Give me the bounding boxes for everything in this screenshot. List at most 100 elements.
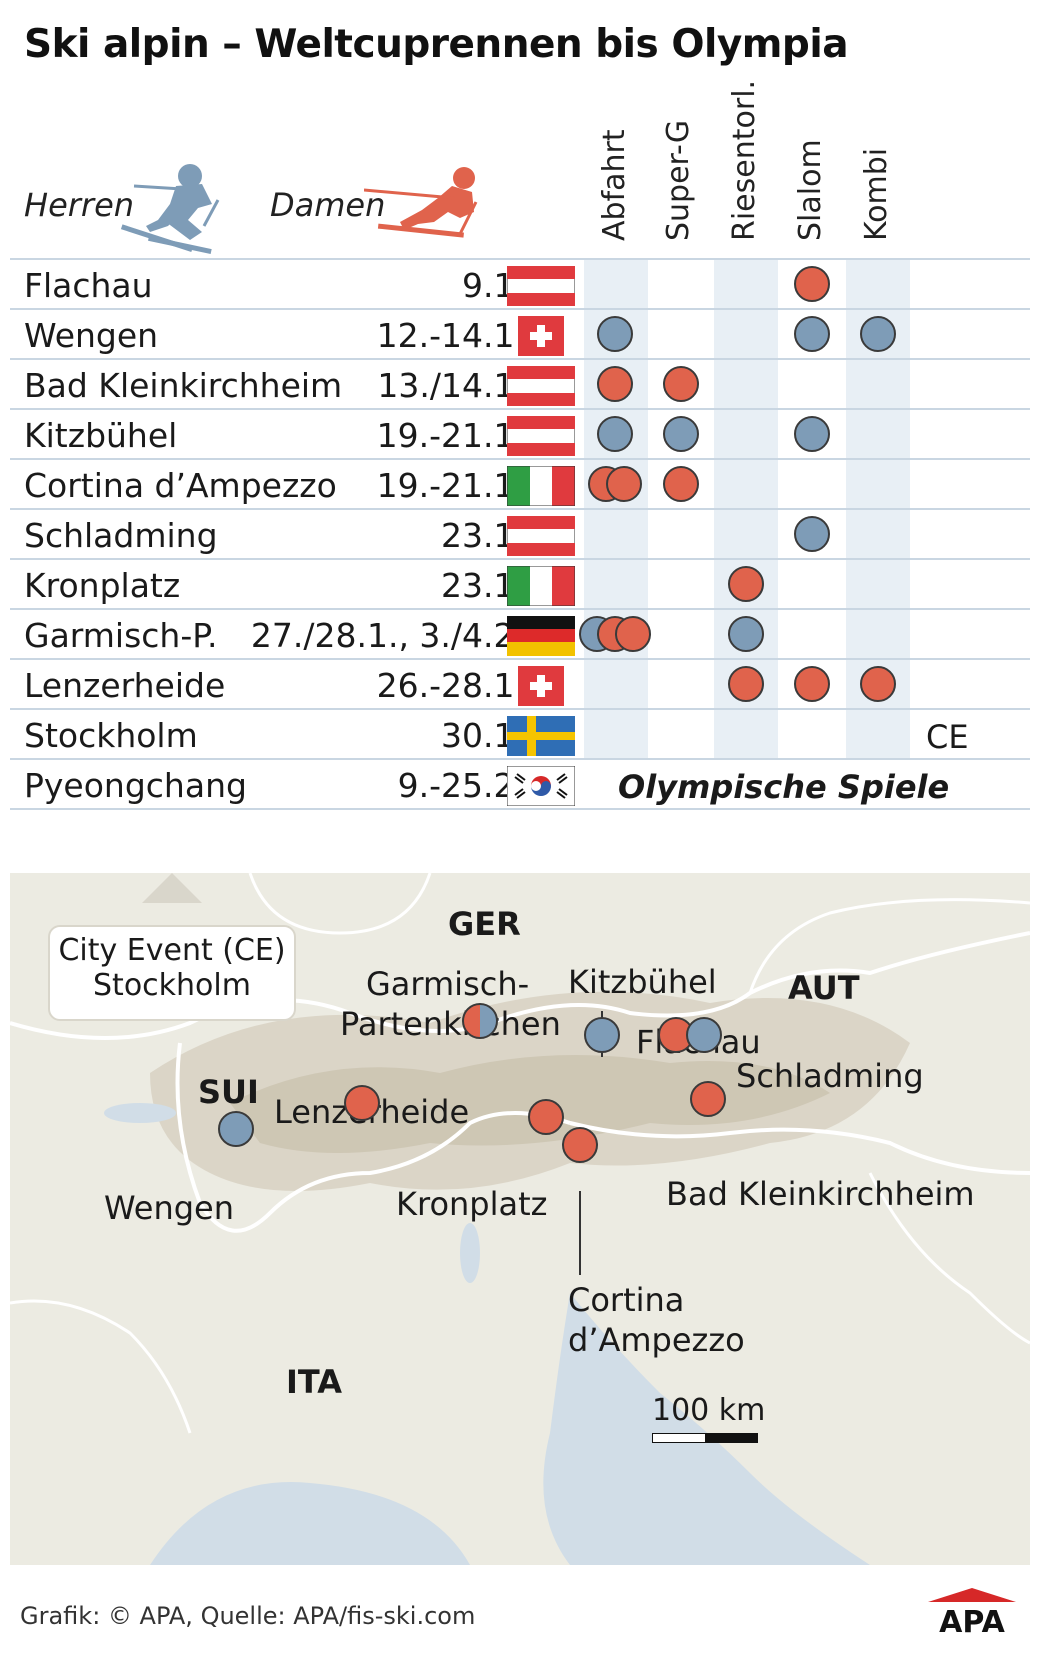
map-dot-schladming bbox=[686, 1017, 722, 1053]
table-row: Kitzbühel 19.-21.1. bbox=[10, 410, 1030, 463]
race-date: 19.-21.1. bbox=[376, 416, 525, 455]
scale-bar bbox=[652, 1433, 758, 1443]
event-dot-herren bbox=[794, 516, 830, 552]
map-dot-lenzerheide bbox=[344, 1085, 380, 1121]
race-date: 13./14.1. bbox=[377, 366, 525, 405]
event-dot-damen bbox=[615, 616, 651, 652]
flag-aut-icon bbox=[506, 515, 576, 560]
label-bad-kleinkirchheim: Bad Kleinkirchheim bbox=[666, 1175, 975, 1213]
event-dot-herren bbox=[597, 416, 633, 452]
damen-skier-icon bbox=[364, 167, 478, 238]
event-dot-herren bbox=[794, 416, 830, 452]
table-row: Stockholm 30.1. bbox=[10, 710, 1030, 763]
callout-line2: Stockholm bbox=[93, 968, 251, 1003]
scale-label: 100 km bbox=[652, 1393, 766, 1428]
race-date: 26.-28.1. bbox=[376, 666, 525, 705]
race-date: 9.-25.2. bbox=[397, 766, 525, 805]
row-divider bbox=[10, 258, 1030, 260]
footer-credit: Grafik: © APA, Quelle: APA/fis-ski.com bbox=[20, 1602, 476, 1630]
col-head-abfahrt: Abfahrt bbox=[597, 129, 632, 241]
flag-ger-icon bbox=[507, 616, 575, 660]
race-place: Cortina d’Ampezzo bbox=[24, 466, 337, 505]
callout-box: City Event (CE) Stockholm bbox=[48, 925, 296, 1021]
row-divider bbox=[10, 708, 1030, 710]
row-divider bbox=[10, 508, 1030, 510]
row-divider bbox=[10, 358, 1030, 360]
race-place: Garmisch-P. bbox=[24, 616, 218, 655]
race-place: Schladming bbox=[24, 516, 218, 555]
label-garmisch-2: Partenkirchen bbox=[340, 1005, 561, 1043]
flag-swe-icon bbox=[507, 716, 575, 760]
flag-aut-icon bbox=[506, 365, 576, 410]
label-cortina-2: d’Ampezzo bbox=[568, 1321, 745, 1359]
map-dot-flachau bbox=[658, 1017, 694, 1053]
flag-kor-icon bbox=[506, 765, 576, 810]
race-place: Stockholm bbox=[24, 716, 198, 755]
callout-arrow bbox=[142, 873, 202, 903]
callout-line1: City Event (CE) bbox=[58, 933, 286, 968]
col-head-slalom: Slalom bbox=[793, 139, 828, 241]
row-divider bbox=[10, 808, 1030, 810]
event-dot-herren bbox=[728, 616, 764, 652]
page-title: Ski alpin – Weltcuprennen bis Olympia bbox=[24, 22, 849, 67]
olympic-note: Olympische Spiele bbox=[618, 768, 950, 806]
table-row: Pyeongchang 9.-25.2. bbox=[10, 760, 1030, 813]
event-dot-damen bbox=[663, 366, 699, 402]
flag-sui-icon bbox=[518, 666, 564, 710]
event-dot-damen bbox=[728, 566, 764, 602]
apa-logo: APA bbox=[928, 1588, 1016, 1636]
race-date: 19.-21.1. bbox=[376, 466, 525, 505]
col-head-riesentorlauf: Riesentorl. bbox=[727, 79, 762, 241]
table-row: Kronplatz 23.1. bbox=[10, 560, 1030, 613]
country-aut: AUT bbox=[788, 969, 860, 1007]
col-head-super-g: Super-G bbox=[661, 119, 696, 241]
row-divider bbox=[10, 608, 1030, 610]
legend-damen-label: Damen bbox=[270, 186, 386, 224]
country-ger: GER bbox=[448, 905, 521, 943]
event-dot-damen bbox=[663, 466, 699, 502]
map-dot-kronplatz bbox=[528, 1099, 564, 1135]
map-dot-cortina bbox=[562, 1127, 598, 1163]
map-dot-bad-kleinkirchheim bbox=[690, 1081, 726, 1117]
row-divider bbox=[10, 758, 1030, 760]
race-place: Pyeongchang bbox=[24, 766, 247, 805]
herren-skier-icon bbox=[120, 164, 220, 255]
flag-sui-icon bbox=[518, 316, 564, 360]
event-dot-herren bbox=[860, 316, 896, 352]
col-head-kombi: Kombi bbox=[859, 147, 894, 241]
label-schladming: Schladming bbox=[736, 1057, 924, 1095]
table-row: Lenzerheide 26.-28.1. bbox=[10, 660, 1030, 713]
row-divider bbox=[10, 408, 1030, 410]
row-divider bbox=[10, 658, 1030, 660]
map-dot-garmisch bbox=[462, 1003, 498, 1039]
label-garmisch-1: Garmisch- bbox=[366, 965, 530, 1003]
event-dot-damen bbox=[794, 666, 830, 702]
map-dot-wengen bbox=[218, 1111, 254, 1147]
alps-map: City Event (CE) Stockholm GER AUT SUI IT… bbox=[10, 873, 1030, 1565]
row-divider bbox=[10, 458, 1030, 460]
country-sui: SUI bbox=[198, 1073, 259, 1111]
race-place: Flachau bbox=[24, 266, 153, 305]
event-dot-damen bbox=[860, 666, 896, 702]
race-place: Kitzbühel bbox=[24, 416, 178, 455]
flag-ita-icon bbox=[506, 465, 576, 510]
ce-note: CE bbox=[926, 718, 969, 756]
table-row: Wengen 12.-14.1. bbox=[10, 310, 1030, 363]
event-dot-damen bbox=[728, 666, 764, 702]
flag-ita-icon bbox=[506, 565, 576, 610]
event-dot-damen bbox=[794, 266, 830, 302]
row-divider bbox=[10, 308, 1030, 310]
race-date: 27./28.1., 3./4.2. bbox=[250, 616, 525, 655]
race-place: Lenzerheide bbox=[24, 666, 226, 705]
table-row: Cortina d’Ampezzo 19.-21.1. bbox=[10, 460, 1030, 513]
table-row: Flachau 9.1. bbox=[10, 260, 1030, 313]
table-row: Bad Kleinkirchheim 13./14.1. bbox=[10, 360, 1030, 413]
flag-aut-icon bbox=[506, 415, 576, 460]
leader-cortina bbox=[579, 1191, 581, 1275]
event-dot-herren bbox=[663, 416, 699, 452]
race-date: 12.-14.1. bbox=[376, 316, 525, 355]
label-kitzbuehel: Kitzbühel bbox=[568, 963, 717, 1001]
table-row: Garmisch-P. 27./28.1., 3./4.2. bbox=[10, 610, 1030, 663]
row-divider bbox=[10, 558, 1030, 560]
apa-logo-text: APA bbox=[939, 1605, 1005, 1636]
